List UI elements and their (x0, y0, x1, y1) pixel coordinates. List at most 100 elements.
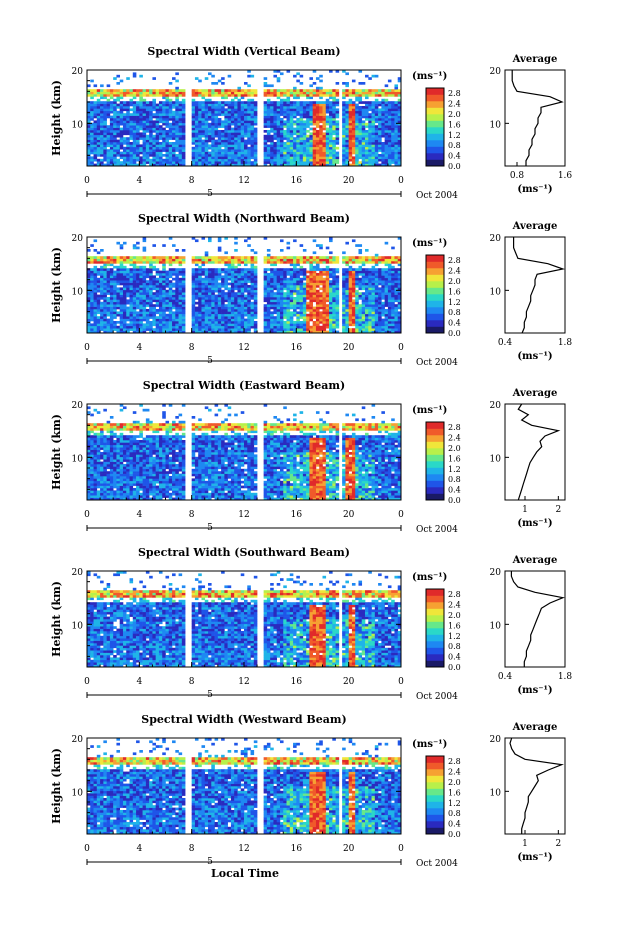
average-y-tick-label: 10 (490, 454, 502, 464)
colorbar-segment (426, 281, 444, 288)
average-y-tick-label: 10 (490, 287, 502, 297)
colorbar-segment (426, 660, 444, 668)
colorbar-tick-label: 0.8 (448, 308, 461, 317)
average-line (517, 403, 561, 501)
colorbar-segment (426, 474, 444, 481)
colorbar-segment (426, 127, 444, 134)
y-tick-label: 20 (72, 67, 84, 77)
day-label: 5 (207, 857, 213, 867)
average-x-tick-label: 2 (555, 839, 561, 849)
panel-title: Spectral Width (Northward Beam) (138, 212, 350, 225)
colorbar-frame (425, 421, 445, 501)
colorbar-tick-label: 0.8 (448, 642, 461, 651)
colorbar-tick-label: 2.8 (448, 590, 461, 599)
colorbar-segment (426, 589, 444, 596)
average-profile: Average 10 20 1 2(ms⁻¹) (490, 388, 566, 529)
date-label: Oct 2004 (416, 358, 458, 368)
panel-title: Spectral Width (Southward Beam) (138, 546, 350, 559)
colorbar-segment (426, 654, 444, 661)
average-profile: Average 10 20 0.8 1.6 (ms⁻¹) (490, 54, 573, 195)
colorbar-segment (426, 827, 444, 835)
average-x-tick-label: 1.6 (558, 171, 573, 181)
colorbar-frame (425, 755, 445, 835)
colorbar-segment (426, 775, 444, 783)
y-tick-label: 10 (72, 788, 84, 798)
colorbar-segment (426, 634, 444, 642)
colorbar-segment (426, 255, 444, 262)
colorbar-frame (425, 254, 445, 334)
y-tick-label: 20 (72, 568, 84, 578)
colorbar-segment (426, 454, 444, 462)
y-axis-label: Height (km) (50, 581, 63, 657)
colorbar-segment (426, 762, 444, 770)
average-x-tick-label: 0.4 (498, 672, 513, 682)
colorbar-segment (426, 261, 444, 269)
colorbar-segment (426, 153, 444, 160)
colorbar-segment (426, 88, 444, 95)
panel-2: Spectral Width (Eastward Beam)1020Height… (50, 379, 566, 535)
colorbar-segment (426, 422, 444, 429)
colorbar-unit: (ms⁻¹) (412, 739, 447, 750)
average-x-label: (ms⁻¹) (517, 351, 552, 362)
x-tick-label: 12 (238, 176, 249, 186)
colorbar-segment (426, 448, 444, 455)
x-tick-label: 12 (238, 677, 249, 687)
colorbar-tick-label: 0.0 (448, 496, 461, 505)
panel-0: Spectral Width (Vertical Beam) 10 20 Height… (50, 45, 572, 201)
x-tick-label: 8 (189, 510, 195, 520)
colorbar-tick-label: 2.8 (448, 256, 461, 265)
colorbar-tick-label: 1.6 (448, 621, 461, 630)
x-tick-label: 0 (84, 343, 90, 353)
colorbar-segment (426, 320, 444, 327)
colorbar-unit: (ms⁻¹) (412, 238, 447, 249)
average-x-label: (ms⁻¹) (517, 685, 552, 696)
day-label: 5 (207, 690, 213, 700)
colorbar-segment (426, 615, 444, 622)
day-label: 5 (207, 523, 213, 533)
x-axis-label-local-time: Local Time (211, 867, 279, 880)
colorbar-tick-label: 2.0 (448, 611, 461, 620)
colorbar-segment (426, 769, 444, 776)
colorbar-tick-label: 0.4 (448, 486, 461, 495)
average-x-label: (ms⁻¹) (517, 184, 552, 195)
colorbar-tick-label: 0.4 (448, 319, 461, 328)
average-line (512, 237, 566, 334)
day-label: 5 (207, 356, 213, 366)
colorbar-segment (426, 821, 444, 828)
colorbar-segment (426, 435, 444, 442)
colorbar-segment (426, 461, 444, 468)
panel-title: Spectral Width (Eastward Beam) (143, 379, 345, 392)
x-tick-label: 8 (189, 343, 195, 353)
colorbar-tick-label: 2.4 (448, 601, 461, 610)
average-line (510, 571, 565, 667)
x-tick-label: 12 (238, 844, 249, 854)
x-tick-label: 16 (291, 844, 303, 854)
colorbar-segment (426, 628, 444, 635)
colorbar-unit: (ms⁻¹) (412, 572, 447, 583)
x-tick-label: 16 (291, 176, 303, 186)
colorbar-tick-label: 2.8 (448, 423, 461, 432)
colorbar-tick-label: 2.4 (448, 267, 461, 276)
colorbar-tick-label: 0.8 (448, 475, 461, 484)
colorbar-segment (426, 621, 444, 629)
colorbar-segment (426, 294, 444, 301)
colorbar-segment (426, 487, 444, 494)
x-tick-label: 0 (84, 844, 90, 854)
colorbar-segment (426, 307, 444, 314)
x-tick-label: 4 (136, 844, 142, 854)
average-title: Average (512, 54, 558, 65)
average-frame (504, 236, 566, 334)
colorbar-segment (426, 801, 444, 809)
average-frame (504, 69, 566, 167)
average-x-tick-label: 1.8 (558, 338, 573, 348)
colorbar-tick-label: 2.4 (448, 768, 461, 777)
colorbar-segment (426, 101, 444, 108)
colorbar-segment (426, 287, 444, 295)
x-tick-label: 0 (398, 677, 404, 687)
average-frame (504, 403, 566, 501)
panel-3: Spectral Width (Southward Beam) 10 20 Heigh… (50, 546, 572, 702)
colorbar-segment (426, 647, 444, 655)
average-x-tick-label: 0.8 (510, 171, 525, 181)
y-tick-label: 10 (72, 454, 84, 464)
average-x-tick-label: 1 (522, 505, 528, 515)
